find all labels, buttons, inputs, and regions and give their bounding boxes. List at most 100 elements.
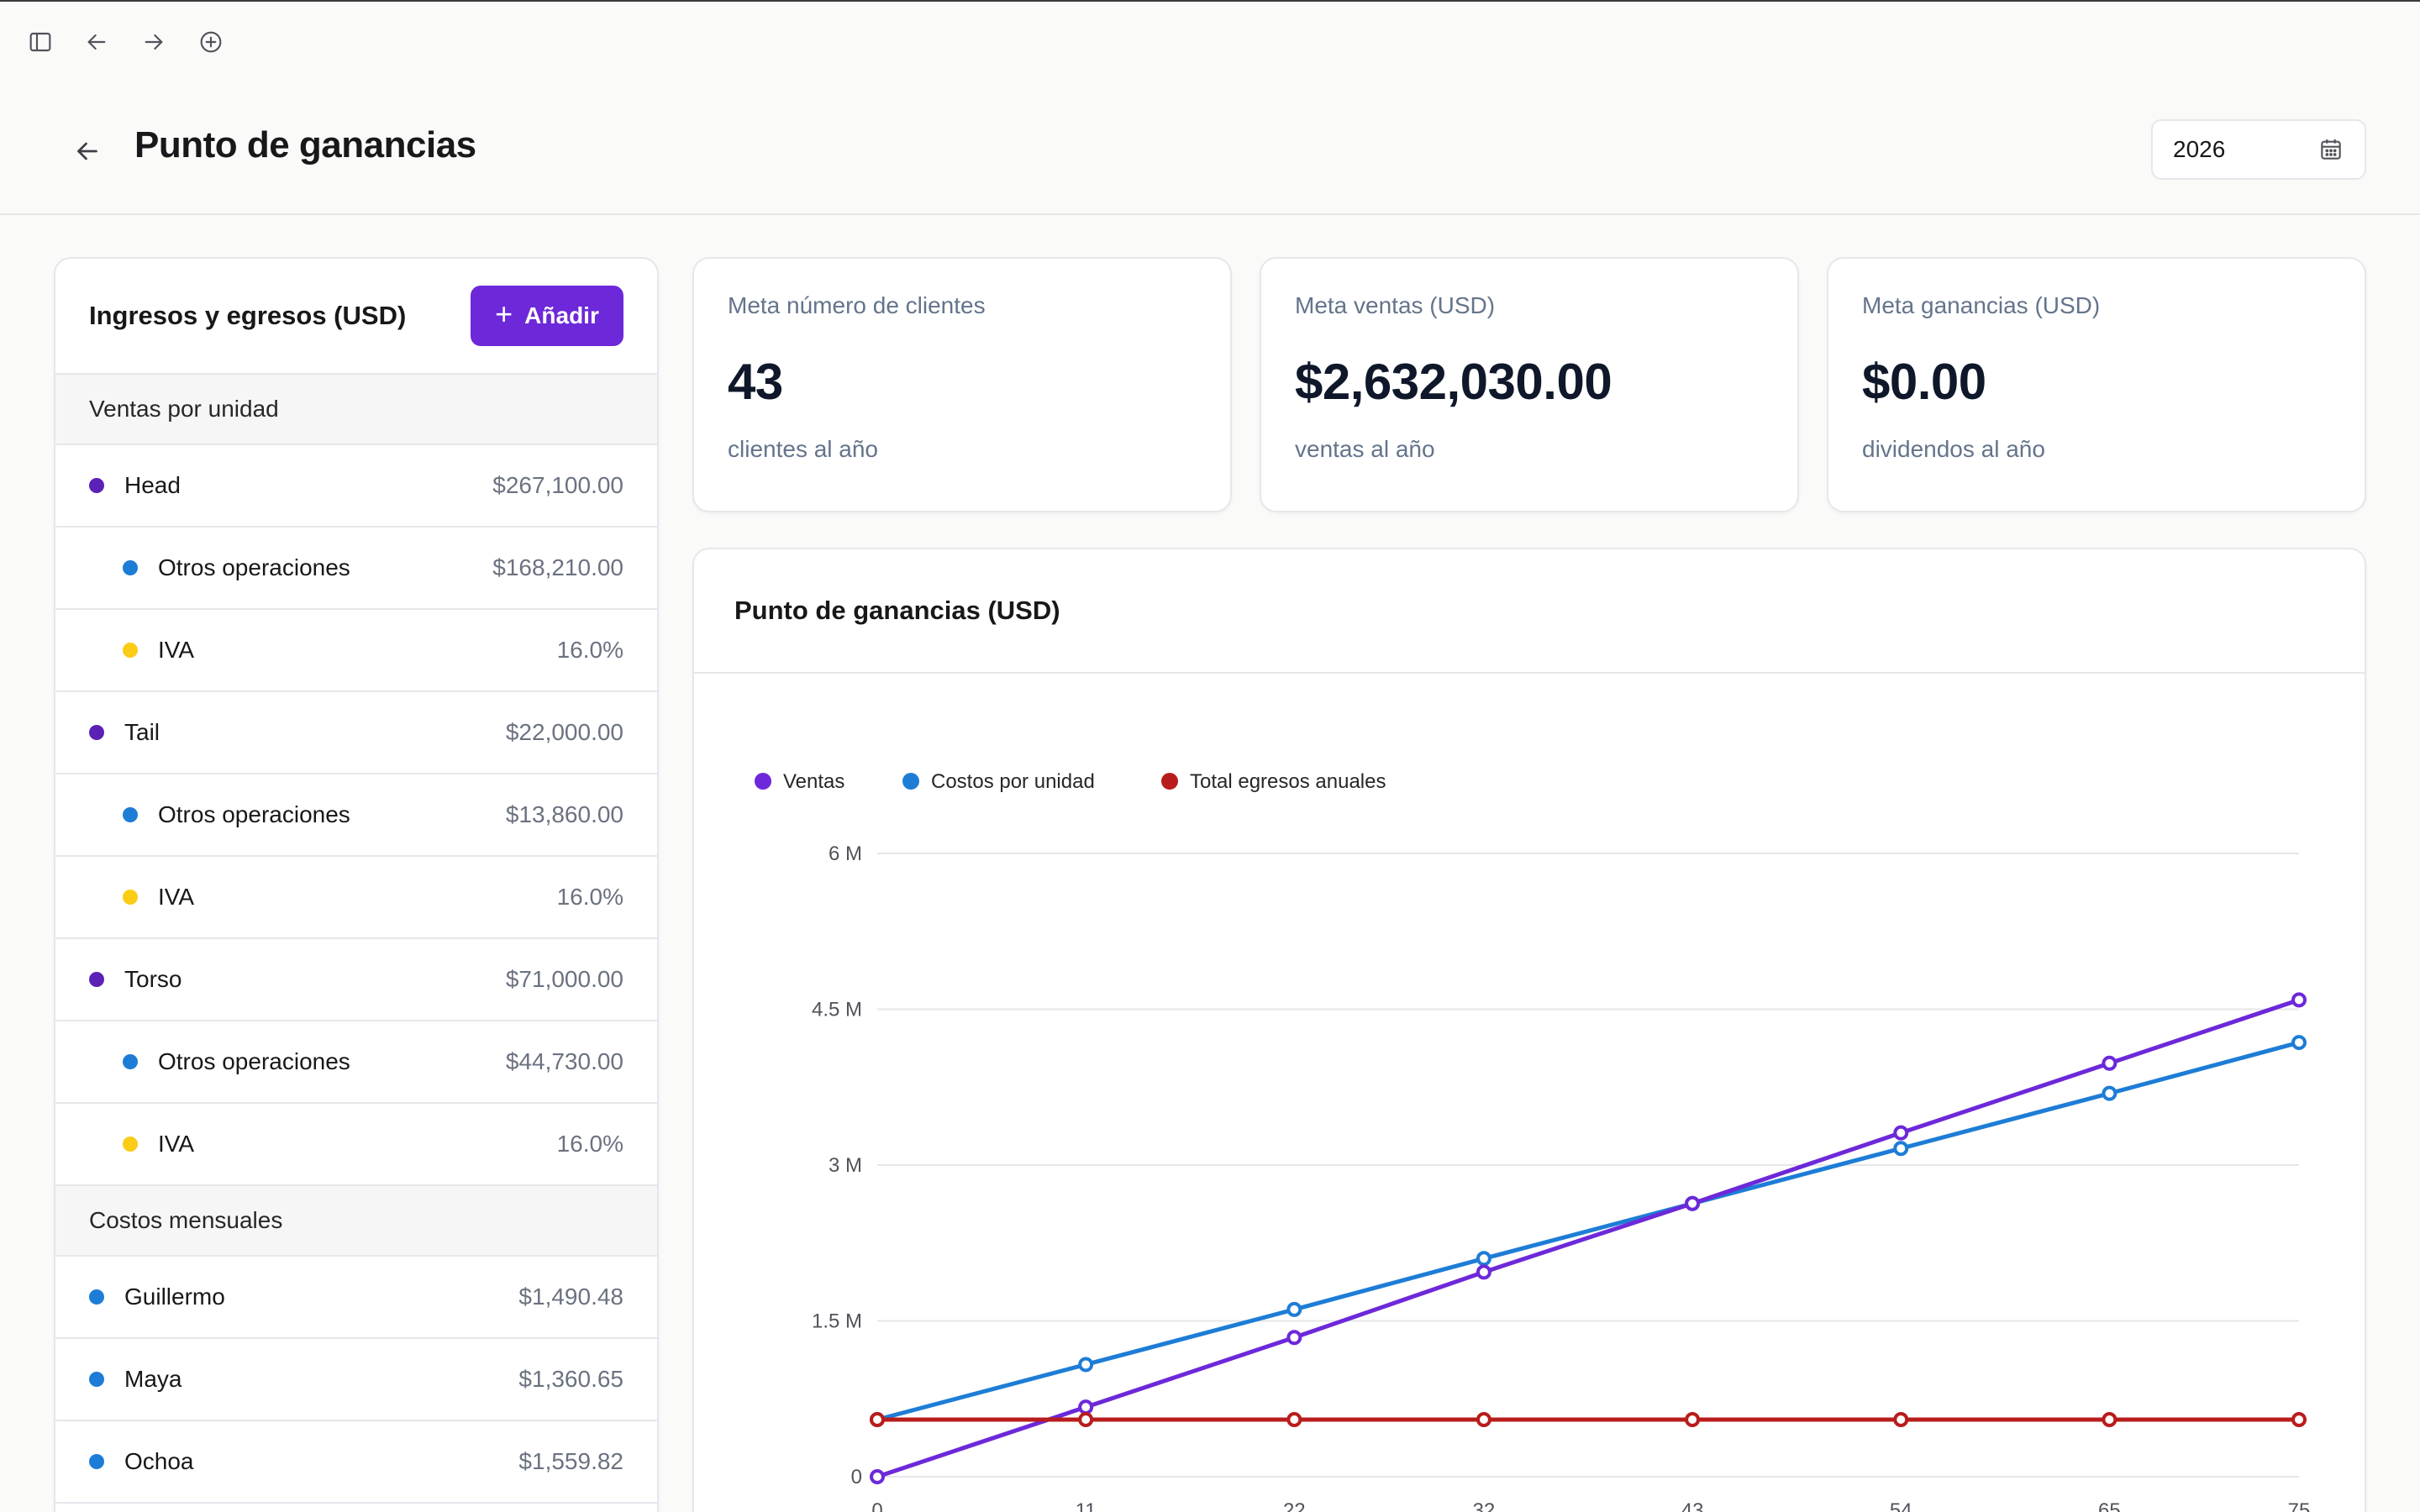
data-point [1893, 1125, 1909, 1141]
list-item-label-group: Otros operaciones [123, 801, 350, 828]
plus-icon: + [495, 297, 513, 331]
list-item-label-group: Maya [89, 1366, 182, 1393]
x-tick-label: 11 [1076, 1499, 1097, 1512]
legend-label: Costos por unidad [931, 770, 1095, 793]
list-item-value: $1,559.82 [518, 1448, 623, 1474]
add-button-label: Añadir [524, 302, 599, 328]
legend-label: Total egresos anuales [1190, 770, 1386, 793]
data-point [1078, 1411, 1094, 1427]
plus-circle-icon[interactable] [196, 27, 226, 57]
y-tick-label: 3 M [829, 1154, 862, 1177]
list-item-value: $22,000.00 [505, 719, 623, 745]
add-button[interactable]: + Añadir [471, 286, 623, 346]
data-point [870, 1469, 885, 1484]
arrow-left-icon [77, 142, 97, 160]
legend-dot-icon [1161, 773, 1178, 790]
list-item[interactable]: Ochoa $1,559.82 [55, 1421, 657, 1504]
x-tick-label: 54 [1890, 1499, 1912, 1512]
list-item-label-group: Guillermo [89, 1284, 225, 1310]
data-point [2291, 1411, 2307, 1427]
color-dot-icon [89, 1289, 104, 1305]
list-item[interactable]: Guillermo $1,490.48 [55, 1257, 657, 1339]
list-item-label: Maya [124, 1366, 182, 1392]
color-dot-icon [89, 1454, 104, 1469]
section-header: Ventas por unidad [55, 375, 657, 445]
income-expense-list: Ventas por unidad Head $267,100.00 Otros op… [55, 375, 657, 1504]
color-dot-icon [123, 1137, 138, 1152]
list-item-value: $168,210.00 [492, 554, 623, 580]
x-tick-label: 22 [1283, 1499, 1306, 1512]
sidebar-icon[interactable] [25, 27, 55, 57]
color-dot-icon [123, 890, 138, 905]
section-header: Costos mensuales [55, 1186, 657, 1257]
x-tick-label: 43 [1681, 1499, 1704, 1512]
panel-title: Ingresos y egresos (USD) [89, 301, 407, 330]
kpi-subtitle: ventas al año [1295, 436, 1435, 462]
list-item[interactable]: Torso $71,000.00 [55, 939, 657, 1021]
arrow-left-icon[interactable] [82, 27, 112, 57]
color-dot-icon [123, 807, 138, 822]
data-point [1078, 1357, 1094, 1373]
year-picker[interactable]: 2026 [2151, 119, 2366, 180]
list-item[interactable]: Otros operaciones $13,860.00 [55, 774, 657, 857]
kpi-label: Meta ventas (USD) [1295, 292, 1496, 318]
list-item[interactable]: Otros operaciones $168,210.00 [55, 528, 657, 610]
list-item[interactable]: Head $267,100.00 [55, 445, 657, 528]
list-item-label-group: IVA [123, 884, 194, 911]
data-point [870, 1411, 885, 1427]
page-header: Punto de ganancias 2026 [0, 82, 2420, 215]
arrow-right-icon[interactable] [139, 27, 169, 57]
window-toolbar [0, 2, 2420, 82]
data-point [1286, 1301, 1302, 1317]
kpi-label: Meta número de clientes [728, 292, 986, 318]
color-dot-icon [123, 1054, 138, 1069]
kpi-card-profit: Meta ganancias (USD) $0.00 dividendos al… [1827, 257, 2366, 512]
y-tick-label: 0 [851, 1466, 862, 1488]
list-item[interactable]: IVA 16.0% [55, 857, 657, 939]
list-item[interactable]: Otros operaciones $44,730.00 [55, 1021, 657, 1104]
kpi-value: $0.00 [1862, 354, 1986, 410]
panel-header: Ingresos y egresos (USD) + Añadir [55, 259, 657, 375]
data-point [1893, 1141, 1909, 1157]
data-point [2291, 1035, 2307, 1051]
list-item[interactable]: IVA 16.0% [55, 610, 657, 692]
list-item-value: $13,860.00 [505, 801, 623, 827]
color-dot-icon [89, 1372, 104, 1387]
list-item-value: $71,000.00 [505, 966, 623, 992]
data-point [1476, 1251, 1491, 1267]
data-point [1078, 1399, 1094, 1415]
data-point [1476, 1264, 1491, 1280]
color-dot-icon [89, 478, 104, 493]
page-title: Punto de ganancias [134, 124, 476, 165]
data-point [2291, 992, 2307, 1008]
list-item-label-group: Otros operaciones [123, 1048, 350, 1075]
chart-title: Punto de ganancias (USD) [694, 549, 2365, 674]
color-dot-icon [89, 972, 104, 987]
list-item[interactable]: Maya $1,360.65 [55, 1339, 657, 1421]
data-point [2102, 1055, 2118, 1071]
breakeven-chart: 0 1.5 M 3 M 4.5 M 6 M 0 11 22 32 43 54 65 75 Ventas Co… [755, 770, 2311, 1512]
list-item[interactable]: Tail $22,000.00 [55, 692, 657, 774]
data-point [1476, 1411, 1491, 1427]
y-tick-label: 4.5 M [812, 999, 862, 1021]
list-item[interactable]: IVA 16.0% [55, 1104, 657, 1186]
list-item-label: Torso [124, 966, 182, 992]
kpi-subtitle: dividendos al año [1862, 436, 2045, 462]
color-dot-icon [89, 725, 104, 740]
back-button[interactable] [67, 131, 108, 171]
list-item-value: 16.0% [556, 637, 623, 663]
kpi-value: 43 [728, 354, 783, 410]
list-item-label-group: Otros operaciones [123, 554, 350, 581]
calendar-icon [2321, 139, 2341, 160]
data-point [2102, 1411, 2118, 1427]
x-tick-label: 0 [871, 1499, 882, 1512]
list-item-value: $44,730.00 [505, 1048, 623, 1074]
list-item-value: $1,490.48 [518, 1284, 623, 1310]
series-line [876, 997, 2300, 1479]
data-point [1893, 1411, 1909, 1427]
x-tick-label: 75 [2288, 1499, 2311, 1512]
color-dot-icon [123, 643, 138, 658]
list-item-label: Tail [124, 719, 160, 745]
legend-dot-icon [902, 773, 919, 790]
kpi-card-sales: Meta ventas (USD) $2,632,030.00 ventas a… [1260, 257, 1799, 512]
